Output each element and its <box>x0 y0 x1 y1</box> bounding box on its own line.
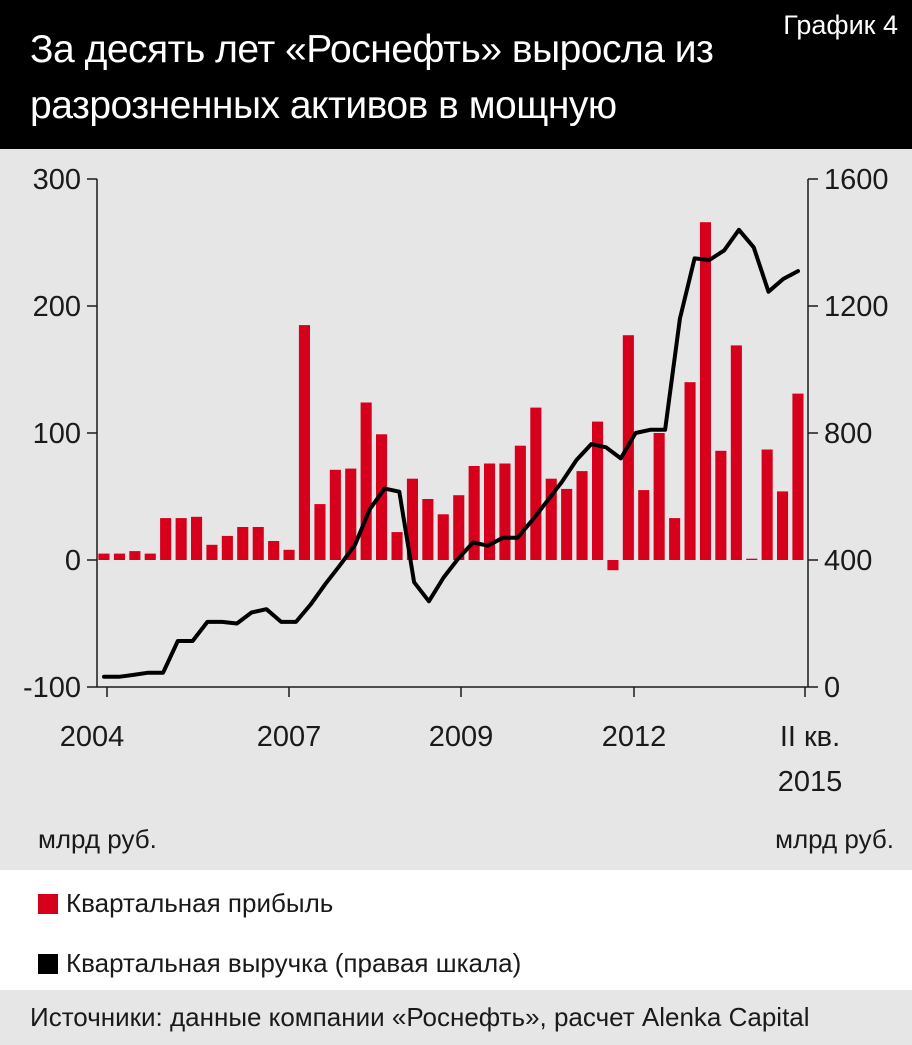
profit-bar <box>514 445 526 560</box>
right-axis-unit: млрд руб. <box>775 824 894 854</box>
left-tick-label: -100 <box>23 672 81 704</box>
profit-bar <box>746 558 758 560</box>
combo-chart: -100 0 100 200 300 0 400 800 1200 1600 2004 2007 200… <box>23 164 889 798</box>
legend-item-revenue: Квартальная выручка (правая шкала) <box>38 948 521 979</box>
profit-bar <box>715 450 727 560</box>
profit-bar <box>561 488 573 560</box>
profit-bar <box>360 402 372 560</box>
left-tick-label: 0 <box>65 545 81 577</box>
x-tick-label: 2007 <box>257 721 322 753</box>
source-note: Источники: данные компании «Роснефть», р… <box>0 990 912 1045</box>
profit-bar <box>653 433 665 560</box>
header: За десять лет «Роснефть» выросла из разр… <box>0 0 912 183</box>
x-tick-label: II кв. <box>780 721 840 753</box>
profit-bar <box>699 222 711 560</box>
profit-bar <box>777 491 789 560</box>
profit-bar <box>283 549 295 560</box>
profit-bar <box>144 553 156 560</box>
right-tick-label: 0 <box>824 672 840 704</box>
profit-bar <box>314 504 326 560</box>
x-tick-label: 2004 <box>60 721 125 753</box>
profit-bar <box>329 469 341 560</box>
profit-bar <box>576 471 588 560</box>
right-tick-label: 400 <box>824 545 872 577</box>
profit-bar <box>237 527 249 560</box>
profit-bar <box>792 393 804 560</box>
profit-bar <box>113 553 125 560</box>
profit-bar <box>268 541 280 560</box>
profit-bar <box>298 325 310 560</box>
profit-bar <box>252 527 264 560</box>
profit-bar <box>638 490 650 560</box>
profit-bar <box>129 551 141 560</box>
profit-bar <box>484 463 496 560</box>
left-axis-unit: млрд руб. <box>38 824 157 854</box>
profit-bar <box>406 478 418 560</box>
legend-item-profit: Квартальная прибыль <box>38 888 333 919</box>
legend: Квартальная прибыль Квартальная выручка … <box>0 870 912 990</box>
profit-bar <box>376 434 388 560</box>
left-tick-label: 200 <box>33 291 81 323</box>
profit-bar <box>499 463 511 560</box>
profit-bar <box>468 466 480 560</box>
left-tick-label: 300 <box>33 164 81 196</box>
profit-bar <box>160 518 172 560</box>
profit-bar <box>669 518 681 560</box>
x-tick-label: 2015 <box>778 766 843 798</box>
profit-bar <box>730 345 742 560</box>
right-tick-label: 1200 <box>824 291 889 323</box>
profit-bar <box>530 407 542 560</box>
revenue-line <box>102 227 800 679</box>
graph-number-label: График 4 <box>783 10 898 40</box>
revenue-swatch <box>38 953 58 974</box>
profit-bar <box>191 516 203 560</box>
profit-bar <box>221 535 233 560</box>
right-tick-label: 800 <box>824 418 872 450</box>
profit-bar <box>175 518 187 560</box>
x-tick-label: 2009 <box>429 721 494 753</box>
chart-area: -100 0 100 200 300 0 400 800 1200 1600 2004 2007 200… <box>0 149 912 870</box>
profit-bar <box>607 560 619 571</box>
left-tick-label: 100 <box>33 418 81 450</box>
profit-bar <box>453 495 465 560</box>
chart-title: За десять лет «Роснефть» выросла из разр… <box>30 28 714 183</box>
legend-label-profit: Квартальная прибыль <box>66 888 334 918</box>
profit-bar <box>545 478 557 560</box>
right-tick-label: 1600 <box>824 164 889 196</box>
profit-bar <box>206 544 218 560</box>
profit-bar <box>345 468 357 560</box>
profit-bar <box>684 382 696 560</box>
profit-bar <box>592 421 604 560</box>
profit-bar <box>761 449 773 560</box>
legend-label-revenue: Квартальная выручка (правая шкала) <box>66 948 522 978</box>
profit-bar <box>98 553 110 560</box>
profit-bar <box>437 514 449 560</box>
x-tick-label: 2012 <box>602 721 667 753</box>
profit-bar <box>422 499 434 560</box>
profit-bar <box>391 532 403 560</box>
profit-swatch <box>38 893 58 914</box>
